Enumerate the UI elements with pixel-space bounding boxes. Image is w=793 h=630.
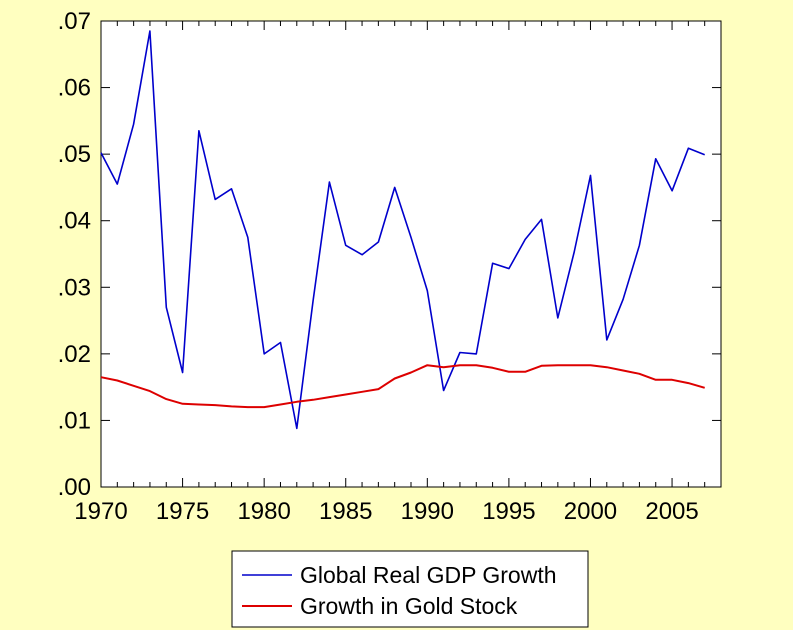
legend: Global Real GDP Growth Growth in Gold St…: [231, 550, 589, 628]
x-tick-label: 2005: [645, 498, 698, 525]
x-tick-label: 1980: [237, 498, 290, 525]
y-tick-label: .05: [58, 141, 91, 168]
legend-box: [231, 550, 589, 628]
legend-label-gdp: Global Real GDP Growth: [300, 562, 557, 588]
legend-label-gold: Growth in Gold Stock: [300, 593, 518, 619]
y-tick-label: .00: [58, 474, 91, 501]
y-tick-label: .04: [58, 208, 91, 235]
series-layer: [100, 30, 706, 430]
x-axis: 1970 1975 1980 1985 1990 1995 2000 2005: [74, 21, 722, 525]
plot-area: [100, 20, 722, 488]
series-line-gdp: [100, 30, 706, 430]
x-tick-label: 1985: [319, 498, 372, 525]
series-line-gold: [100, 364, 705, 409]
x-tick-label: 1975: [156, 498, 209, 525]
y-axis: .00 .01 .02 .03 .04 .05 .06 .07: [58, 8, 721, 501]
x-tick-label: 1995: [482, 498, 535, 525]
x-tick-label: 1970: [74, 498, 127, 525]
x-tick-label: 2000: [564, 498, 617, 525]
y-tick-label: .01: [58, 407, 91, 434]
y-tick-label: .06: [58, 75, 91, 102]
y-tick-label: .07: [58, 8, 91, 35]
y-tick-label: .03: [58, 274, 91, 301]
x-tick-label: 1990: [401, 498, 454, 525]
y-tick-label: .02: [58, 341, 91, 368]
